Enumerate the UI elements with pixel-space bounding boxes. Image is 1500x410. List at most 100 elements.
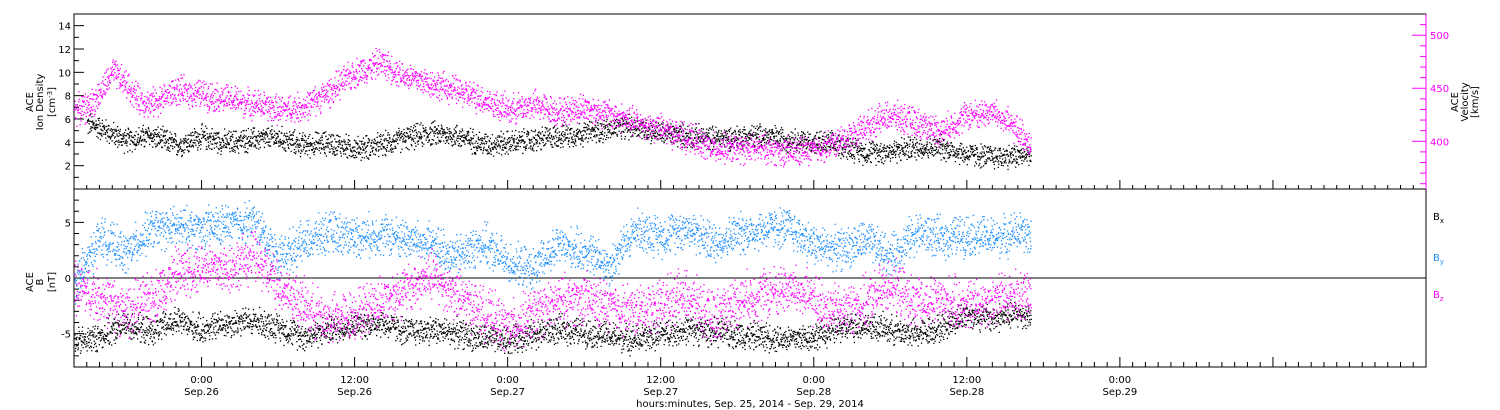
- density-point: [879, 156, 882, 158]
- density-point: [238, 139, 240, 141]
- density-point: [411, 129, 413, 132]
- density-point: [256, 139, 259, 142]
- density-point: [215, 137, 217, 139]
- density-point: [461, 135, 463, 137]
- density-point: [487, 135, 489, 137]
- velocity-point: [247, 93, 249, 95]
- density-point: [861, 150, 863, 152]
- velocity-point: [130, 93, 132, 95]
- density-point: [679, 128, 682, 130]
- density-point: [715, 131, 717, 133]
- density-point: [825, 136, 828, 138]
- velocity-point: [121, 74, 123, 76]
- density-point: [387, 134, 389, 136]
- density-point: [95, 123, 98, 125]
- density-point: [291, 138, 293, 140]
- velocity-point: [193, 92, 195, 94]
- velocity-point: [149, 112, 151, 114]
- density-point: [344, 143, 346, 145]
- density-point: [436, 132, 438, 134]
- density-point: [384, 148, 386, 150]
- density-point: [581, 138, 584, 140]
- velocity-point: [274, 117, 276, 119]
- density-point: [788, 143, 790, 145]
- density-point: [671, 138, 673, 140]
- density-point: [902, 147, 904, 149]
- velocity-point: [168, 91, 171, 93]
- velocity-point: [236, 87, 239, 89]
- density-point: [496, 139, 498, 141]
- density-point: [138, 143, 140, 145]
- density-point: [697, 136, 699, 138]
- velocity-point: [99, 89, 101, 91]
- density-point: [913, 152, 916, 154]
- velocity-point: [78, 101, 80, 103]
- density-point: [1013, 147, 1016, 150]
- density-point: [172, 139, 174, 142]
- density-point: [857, 150, 860, 152]
- density-point: [308, 143, 311, 145]
- density-point: [474, 152, 477, 154]
- density-point: [751, 125, 753, 127]
- velocity-point: [301, 116, 303, 118]
- density-point: [357, 143, 359, 145]
- velocity-point: [212, 100, 214, 103]
- velocity-point: [302, 104, 304, 106]
- density-point: [620, 138, 623, 140]
- velocity-point: [97, 107, 99, 109]
- density-point: [115, 130, 117, 132]
- density-point: [1010, 153, 1012, 155]
- density-point: [584, 130, 586, 132]
- density-point: [561, 143, 563, 145]
- density-point: [104, 126, 106, 128]
- density-point: [920, 152, 922, 154]
- velocity-point: [198, 94, 200, 96]
- density-point: [941, 145, 944, 147]
- density-point: [323, 146, 325, 148]
- velocity-point: [233, 106, 235, 108]
- density-point: [478, 131, 481, 133]
- density-point: [519, 146, 521, 148]
- velocity-point: [252, 115, 254, 117]
- density-point: [696, 131, 698, 134]
- density-point: [874, 150, 876, 152]
- density-point: [582, 130, 584, 132]
- density-point: [346, 143, 348, 146]
- density-point: [652, 134, 655, 136]
- density-point: [91, 126, 94, 129]
- density-point: [702, 139, 704, 141]
- density-point: [310, 144, 312, 146]
- velocity-point: [303, 107, 306, 109]
- density-point: [1021, 159, 1023, 162]
- density-point: [804, 135, 806, 138]
- density-point: [610, 124, 612, 126]
- density-point: [118, 141, 121, 143]
- velocity-point: [95, 89, 97, 91]
- density-point: [591, 121, 593, 123]
- density-point: [862, 156, 865, 159]
- density-point: [105, 137, 107, 139]
- density-point: [90, 126, 92, 128]
- density-point: [235, 137, 237, 139]
- density-point: [995, 157, 998, 159]
- density-point: [734, 129, 736, 132]
- density-point: [556, 127, 559, 130]
- density-point: [735, 137, 737, 139]
- density-point: [899, 152, 901, 154]
- velocity-point: [105, 84, 107, 86]
- density-point: [154, 132, 156, 134]
- density-point: [383, 146, 385, 148]
- density-point: [893, 152, 895, 154]
- density-point: [389, 148, 392, 150]
- density-point: [220, 153, 222, 155]
- density-point: [335, 141, 337, 143]
- velocity-point: [314, 96, 316, 98]
- density-point: [531, 147, 534, 149]
- density-point: [1007, 168, 1009, 171]
- density-point: [976, 152, 979, 154]
- density-point: [957, 153, 959, 155]
- density-point: [975, 153, 977, 156]
- velocity-point: [268, 109, 270, 111]
- density-point: [1014, 160, 1016, 162]
- density-point: [185, 138, 187, 140]
